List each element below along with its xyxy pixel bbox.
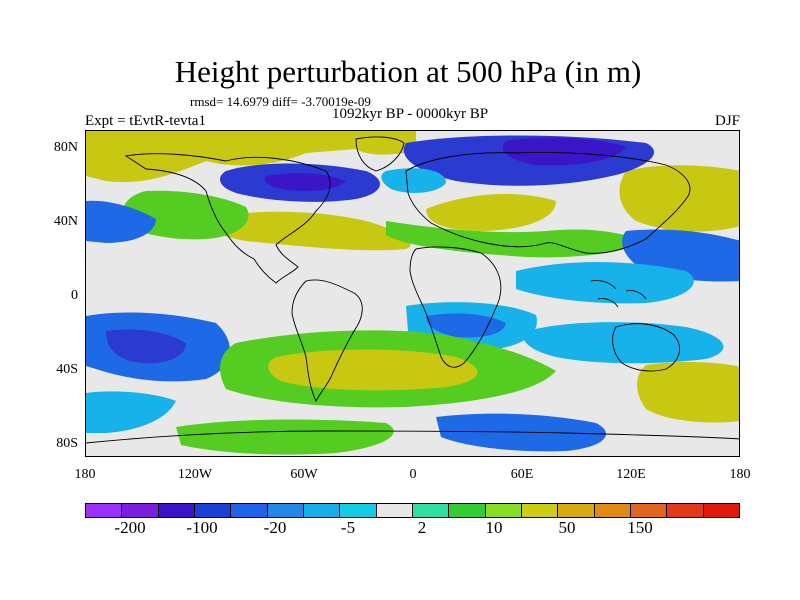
lat-label-80s: 80S — [56, 436, 78, 451]
plot-title: Height perturbation at 500 hPa (in m) — [174, 54, 642, 89]
colorbar-segment — [267, 504, 304, 517]
european-positive — [426, 194, 556, 231]
maritime-islands — [590, 280, 647, 308]
lon-label-60w: 60W — [290, 467, 318, 482]
southern-ocean-positive-core — [268, 349, 478, 391]
australia-coast — [612, 323, 681, 372]
lon-label-120e: 120E — [616, 467, 646, 482]
colorbar-segment — [340, 504, 377, 517]
stats-text: rmsd= 14.6979 diff= -3.70019e-09 — [190, 94, 371, 109]
colorbar-segment — [449, 504, 486, 517]
colorbar-segment — [158, 504, 195, 517]
lat-label-80n: 80N — [53, 140, 78, 155]
siberian-negative-core — [502, 137, 626, 166]
colorbar-segment — [86, 504, 123, 517]
colorbar-segment — [231, 504, 268, 517]
colorbar-segment — [630, 504, 668, 517]
southern-positive-east — [637, 361, 739, 423]
height-field-map — [86, 131, 739, 456]
lon-label-180e: 180 — [729, 467, 751, 482]
colorbar-segment — [194, 504, 232, 517]
north-america-negative-core — [264, 173, 346, 191]
eurasia-coast — [405, 152, 691, 254]
lon-label-180w: 180 — [74, 467, 96, 482]
period-text: 1092kyr BP - 0000kyr BP — [331, 106, 489, 122]
colorbar-segment — [122, 504, 159, 517]
colorbar-segment — [703, 504, 739, 517]
colorbar-label: 2 — [417, 518, 427, 537]
coastlines — [86, 136, 739, 444]
colorbar-label: -200 — [114, 518, 146, 537]
lat-label-40n: 40N — [53, 214, 78, 229]
lon-label-60e: 60E — [510, 467, 534, 482]
indian-ocean-light-negative — [523, 322, 724, 364]
lat-label-0: 0 — [71, 288, 78, 303]
pacific-north-positive — [619, 165, 739, 232]
colorbar-label: -5 — [340, 518, 356, 537]
colorbar-segment — [667, 504, 704, 517]
colorbar-label: -100 — [186, 518, 218, 537]
north-america-coast — [124, 153, 331, 284]
colorbar-segment — [485, 504, 522, 517]
colorbar-segment — [594, 504, 631, 517]
colorbar-label: 50 — [558, 518, 576, 537]
antarctic-negative-west — [86, 391, 176, 433]
colorbar-label: 150 — [627, 518, 653, 537]
lat-label-40s: 40S — [56, 362, 78, 377]
colorbar-segment — [376, 504, 413, 517]
arctic-positive-belt — [86, 131, 416, 183]
arctic-light-negative — [381, 168, 446, 193]
lon-label-0: 0 — [409, 467, 417, 482]
south-america-coast — [291, 279, 363, 403]
africa-coast — [409, 246, 502, 368]
north-atlantic-positive — [203, 211, 411, 251]
antarctica-coast — [86, 430, 739, 444]
greenland-coast — [355, 136, 405, 172]
season-text: DJF — [714, 113, 740, 129]
atlantic-subtropical-positive — [122, 190, 249, 240]
antarctic-positive — [176, 419, 394, 455]
colorbar-label: 10 — [485, 518, 503, 537]
colorbar-segment — [303, 504, 341, 517]
lon-label-120w: 120W — [177, 467, 213, 482]
colorbar-segment — [412, 504, 450, 517]
eurasian-green-belt — [386, 221, 646, 258]
colorbar-segment — [521, 504, 559, 517]
tropical-blue-band — [516, 262, 694, 304]
map-panel — [85, 130, 740, 457]
experiment-text: Expt = tEvtR-tevta1 — [85, 113, 206, 129]
west-pacific-negative — [86, 200, 156, 243]
south-atlantic-negative-core — [426, 313, 506, 338]
south-pacific-negative-core — [106, 329, 186, 364]
colorbar-label: -20 — [263, 518, 287, 537]
colorbar — [85, 503, 740, 518]
colorbar-segment — [558, 504, 595, 517]
